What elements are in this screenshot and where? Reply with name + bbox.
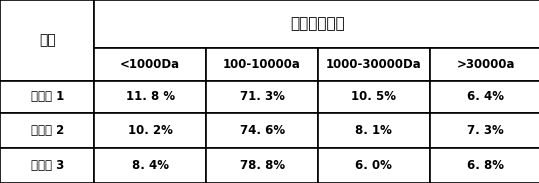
Bar	[94, 48, 206, 81]
Bar	[0, 148, 94, 183]
Text: 实施例 1: 实施例 1	[31, 90, 64, 104]
Text: >30000a: >30000a	[457, 57, 515, 71]
Bar	[318, 81, 430, 113]
Bar	[206, 148, 318, 183]
Text: 10. 5%: 10. 5%	[351, 90, 396, 104]
Bar	[0, 81, 94, 113]
Bar	[0, 113, 94, 148]
Text: 74. 6%: 74. 6%	[239, 124, 285, 137]
Text: 实施例 2: 实施例 2	[31, 124, 64, 137]
Bar	[430, 48, 539, 81]
Text: 8. 1%: 8. 1%	[356, 124, 392, 137]
Text: 78. 8%: 78. 8%	[239, 159, 285, 172]
Text: 100-10000a: 100-10000a	[223, 57, 301, 71]
Text: 能分子量分布: 能分子量分布	[291, 16, 345, 31]
Text: 11. 8 %: 11. 8 %	[126, 90, 175, 104]
Text: 10. 2%: 10. 2%	[128, 124, 172, 137]
Text: 组别: 组别	[39, 33, 56, 47]
Bar	[430, 81, 539, 113]
Bar	[318, 113, 430, 148]
Bar	[94, 148, 206, 183]
Bar	[206, 113, 318, 148]
Text: 1000-30000Da: 1000-30000Da	[326, 57, 422, 71]
Text: 6. 8%: 6. 8%	[467, 159, 505, 172]
Text: 8. 4%: 8. 4%	[132, 159, 169, 172]
Bar	[318, 148, 430, 183]
Text: 6. 0%: 6. 0%	[356, 159, 392, 172]
Bar	[0, 0, 94, 81]
Bar	[206, 81, 318, 113]
Bar	[94, 113, 206, 148]
Bar	[94, 0, 539, 48]
Text: 71. 3%: 71. 3%	[240, 90, 285, 104]
Bar	[206, 48, 318, 81]
Bar	[430, 148, 539, 183]
Text: 7. 3%: 7. 3%	[467, 124, 504, 137]
Text: 6. 4%: 6. 4%	[467, 90, 505, 104]
Text: 实施例 3: 实施例 3	[31, 159, 64, 172]
Text: <1000Da: <1000Da	[120, 57, 181, 71]
Bar	[430, 113, 539, 148]
Bar	[94, 81, 206, 113]
Bar	[318, 48, 430, 81]
